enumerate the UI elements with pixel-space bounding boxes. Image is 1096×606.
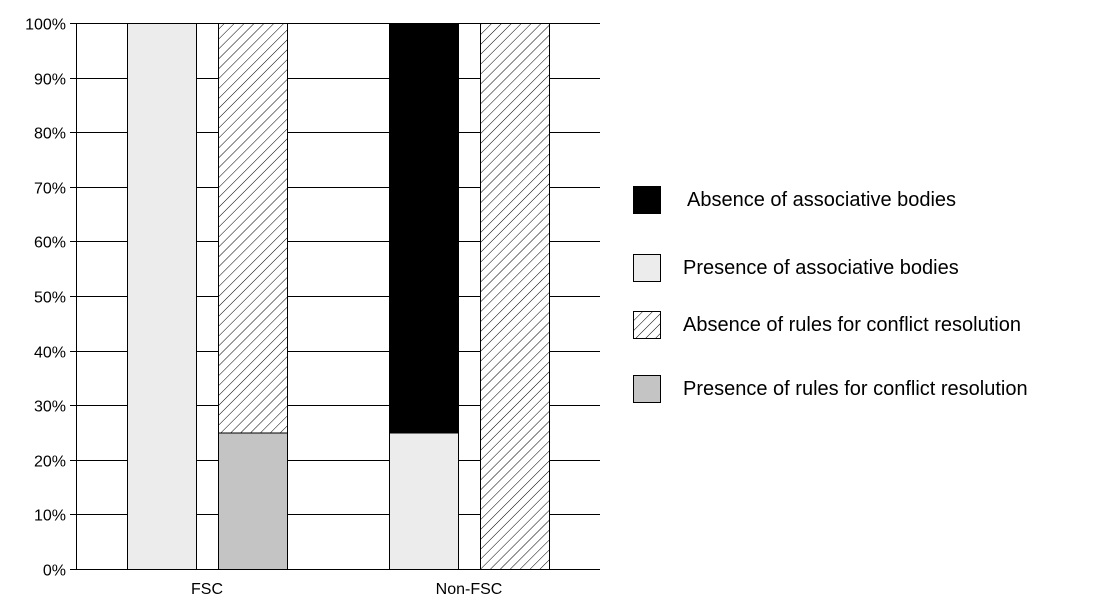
legend-item-absence-rules: Absence of rules for conflict resolution bbox=[633, 310, 1021, 340]
legend-label: Presence of associative bodies bbox=[683, 256, 959, 279]
y-tick-label: 70% bbox=[34, 181, 66, 198]
bars bbox=[127, 23, 550, 570]
y-tick-label: 10% bbox=[34, 508, 66, 525]
x-tick-label: FSC bbox=[191, 581, 223, 598]
bar-presence-of-rules-for-conflict-resolution-fsc bbox=[218, 432, 288, 570]
legend-item-presence-associative-bodies: Presence of associative bodies bbox=[633, 253, 959, 283]
y-tick-label: 30% bbox=[34, 399, 66, 416]
y-tick-label: 90% bbox=[34, 72, 66, 89]
legend-swatch-light-gray bbox=[633, 254, 661, 282]
legend-label: Absence of associative bodies bbox=[687, 188, 957, 211]
legend-item-presence-rules: Presence of rules for conflict resolutio… bbox=[633, 374, 1028, 404]
x-tick-label: Non-FSC bbox=[436, 581, 503, 598]
bar-presence-of-associative-bodies-fsc bbox=[127, 23, 197, 570]
bar-absence-of-rules-for-conflict-resolution-fsc bbox=[218, 23, 288, 434]
y-tick-label: 50% bbox=[34, 290, 66, 307]
y-tick-label: 80% bbox=[34, 126, 66, 143]
y-tick-label: 20% bbox=[34, 454, 66, 471]
legend-item-absence-associative-bodies: Absence of associative bodies bbox=[633, 185, 956, 215]
y-tick-label: 0% bbox=[43, 563, 66, 580]
legend-label: Absence of rules for conflict resolution bbox=[683, 313, 1021, 336]
legend-swatch-black bbox=[633, 186, 661, 214]
y-tick-label: 100% bbox=[25, 17, 66, 34]
legend-swatch-hatch bbox=[633, 311, 661, 339]
y-tick-label: 40% bbox=[34, 345, 66, 362]
bar-absence-of-rules-for-conflict-resolution-non-fsc bbox=[480, 23, 550, 570]
legend-label: Presence of rules for conflict resolutio… bbox=[683, 377, 1028, 400]
bar-absence-of-associative-bodies-non-fsc bbox=[389, 23, 459, 434]
bar-presence-of-associative-bodies-non-fsc bbox=[389, 432, 459, 570]
x-axis-labels: FSC Non-FSC bbox=[191, 581, 502, 598]
y-tick-label: 60% bbox=[34, 235, 66, 252]
legend-swatch-gray bbox=[633, 375, 661, 403]
y-axis: 0% 10% 20% 30% 40% 50% 60% 70% 80% 90% 100% bbox=[25, 17, 600, 580]
